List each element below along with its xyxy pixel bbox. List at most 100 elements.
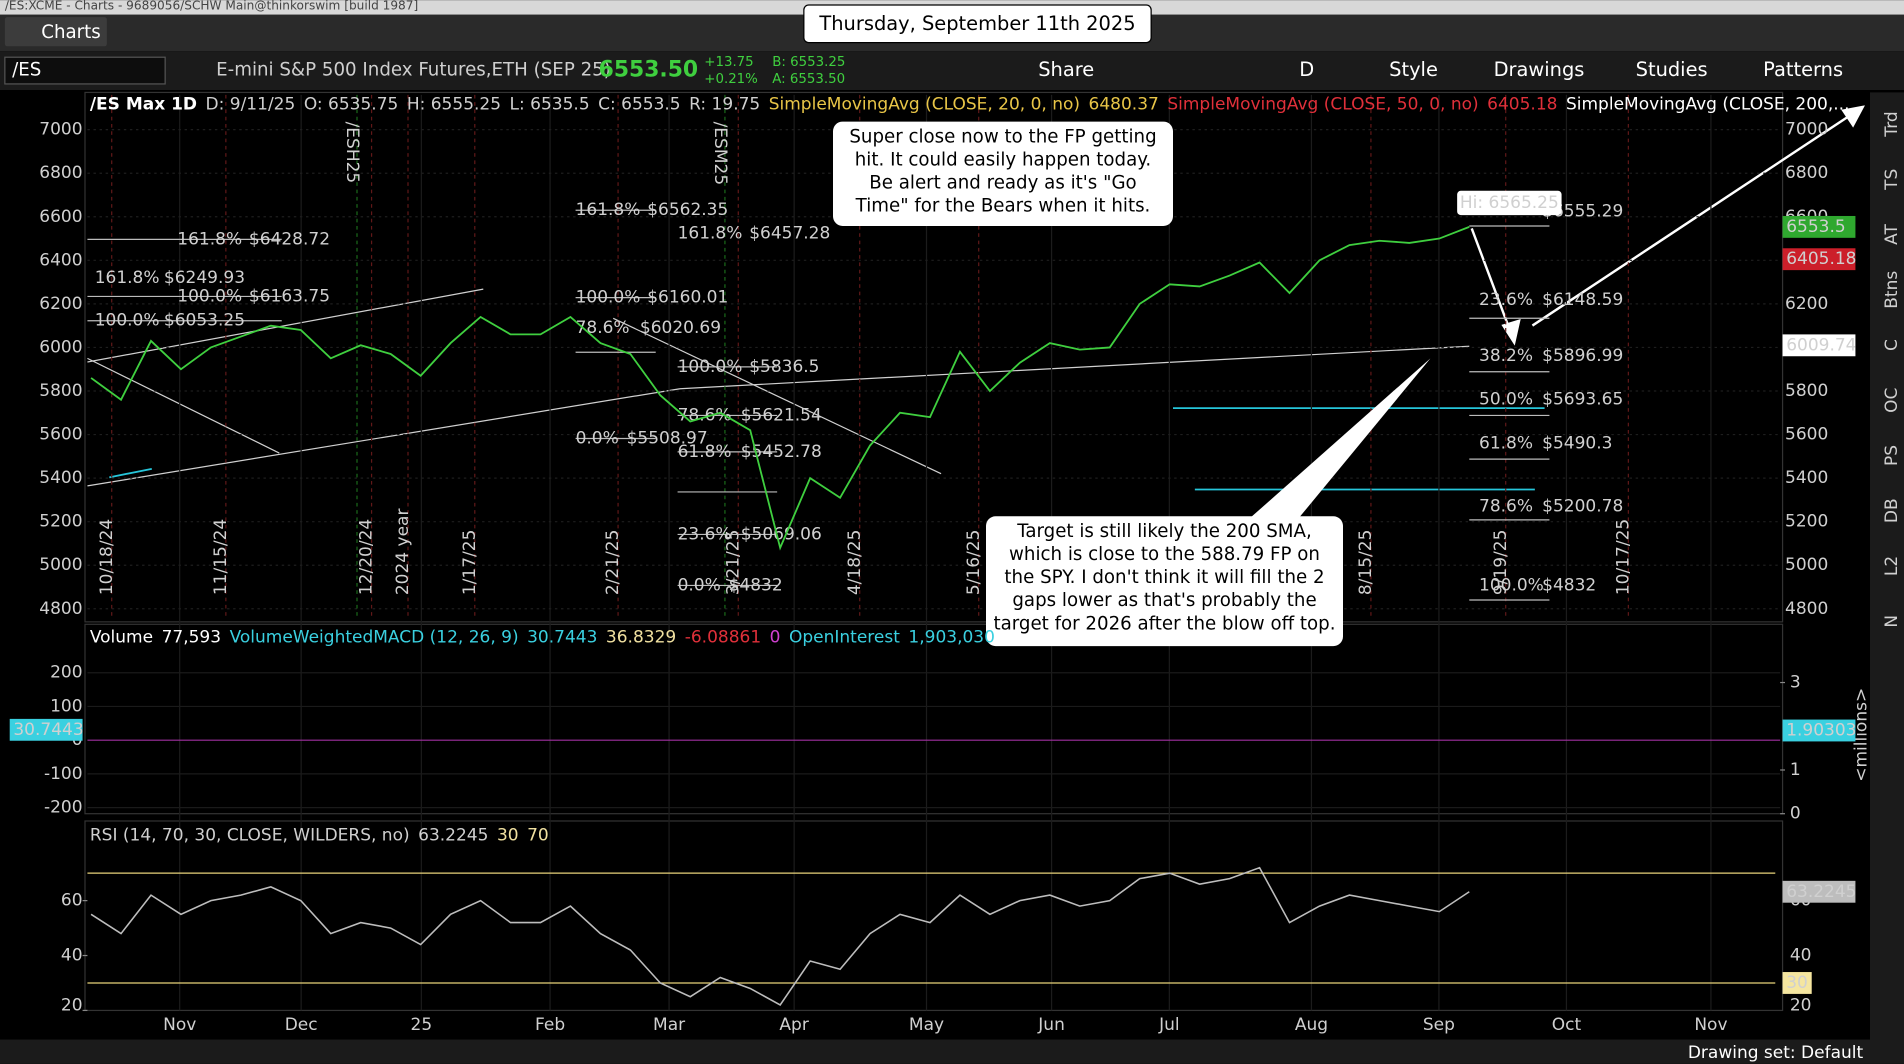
rsi-tick-label: 60 — [61, 891, 83, 911]
x-tick-label: Nov — [1694, 1015, 1727, 1035]
rsi-header-item: 30 — [497, 826, 519, 846]
fib-label: 50.0% — [1479, 390, 1533, 410]
gap-lines — [109, 407, 1545, 491]
fib-label: $6148.59 — [1542, 290, 1623, 310]
drawings-button[interactable]: Drawings — [1494, 58, 1585, 81]
fib-label: 100.0% — [576, 288, 641, 308]
date-marker: 4/18/25 — [845, 530, 865, 596]
fib-label: 61.8% — [678, 442, 732, 462]
macd-badge-label: 30.7443 — [13, 720, 83, 740]
y-tick-label-left: 6800 — [39, 163, 82, 183]
sidebar-tab[interactable]: C — [1882, 339, 1902, 351]
y-tick-label: 5200 — [1785, 512, 1828, 532]
fib-label: $5836.5 — [749, 357, 819, 377]
bid: B: 6553.25 — [772, 55, 845, 70]
window-title: /ES:XCME - Charts - 9689056/SCHW Main@th… — [5, 0, 418, 13]
macd-tick-label: 100 — [50, 696, 82, 716]
date-marker: 3/21/25 — [723, 530, 743, 596]
callout-line: Be alert and ready as it's "Go — [869, 173, 1136, 194]
callout-line: which is close to the 588.79 FP on — [1009, 544, 1320, 565]
y-tick-label: 5000 — [1785, 555, 1828, 575]
style-button[interactable]: Style — [1389, 58, 1438, 81]
sidebar-tab[interactable]: AT — [1882, 224, 1902, 245]
callout-line: Target is still likely the 200 SMA, — [1016, 521, 1312, 542]
sidebar-tab[interactable]: Trd — [1882, 111, 1902, 137]
fib-label: $6457.28 — [749, 223, 830, 243]
y-tick-label: 5800 — [1785, 381, 1828, 401]
callout-box — [986, 516, 1343, 647]
price-header-item: SimpleMovingAvg (CLOSE, 20, 0, no) — [769, 95, 1080, 115]
date-marker: 12/20/24 — [357, 519, 377, 595]
studies-button[interactable]: Studies — [1636, 58, 1708, 81]
callout: Target is still likely the 200 SMA,which… — [986, 358, 1431, 647]
price-badge-label: 6009.74 — [1786, 335, 1856, 355]
oi-tick-label: 3 — [1790, 673, 1801, 693]
date-banner-box — [803, 4, 1152, 44]
date-marker: 8/15/25 — [1356, 530, 1376, 596]
fib-label: 161.8% — [576, 200, 641, 220]
high-label-box — [1457, 190, 1562, 216]
fib-label: 100.0% — [177, 286, 242, 306]
fib-label: 100.0% — [678, 357, 743, 377]
sidebar-tab[interactable]: OC — [1882, 388, 1902, 413]
rsi-header-item: RSI (14, 70, 30, CLOSE, WILDERS, no) — [90, 826, 410, 846]
oi-badge-label: 1.90303 — [1786, 720, 1856, 740]
rsi-line — [90, 866, 1470, 1006]
rsi-panel — [84, 820, 1784, 1012]
callout-line: Super close now to the FP getting — [849, 126, 1156, 147]
volume-header: Volume 77,593 VolumeWeightedMACD (12, 26, … — [90, 628, 995, 648]
sidebar-tab[interactable]: L2 — [1882, 556, 1902, 576]
tab-label[interactable]: Charts — [41, 22, 101, 43]
rsi-badge-label: 63.2245 — [1786, 882, 1856, 902]
fib-label: $4832 — [729, 575, 783, 595]
macd-badge — [9, 718, 83, 741]
y-tick-label: 6200 — [1785, 294, 1828, 314]
ask: A: 6553.50 — [772, 72, 845, 87]
last-price: 6553.50 — [599, 58, 699, 83]
macd-tick-label: -200 — [44, 798, 83, 818]
fib-label: 161.8% — [678, 223, 743, 243]
sidebar-tab[interactable]: PS — [1882, 445, 1902, 466]
symbol[interactable]: /ES — [12, 60, 41, 81]
sidebar-tab[interactable]: TS — [1882, 169, 1902, 191]
sidebar-tab[interactable]: N — [1882, 615, 1902, 628]
rsi-header-item: 70 — [527, 826, 549, 846]
fib-label: $5621.54 — [741, 405, 822, 425]
callout-line: target for 2026 after the blow off top. — [993, 613, 1335, 634]
volume-header-item: 0 — [770, 628, 781, 648]
x-tick-label: Nov — [163, 1015, 196, 1035]
fib-label: 0.0% — [678, 575, 721, 595]
price-line — [90, 226, 1470, 551]
rsi-level-badge-label: 30 — [1786, 973, 1808, 993]
aggregation-button[interactable]: D — [1299, 58, 1314, 81]
callout-line: gaps lower as that's probably the — [1012, 590, 1316, 611]
symbol-box[interactable] — [4, 56, 166, 85]
drawing-set[interactable]: Drawing set: Default — [1688, 1043, 1864, 1063]
date-marker: 9/19/25 — [1491, 530, 1511, 596]
fib-label: $5200.78 — [1542, 497, 1623, 517]
y-tick-label-left: 5000 — [39, 555, 82, 575]
x-tick-label: Aug — [1295, 1015, 1328, 1035]
date-banner: Thursday, September 11th 2025 — [818, 12, 1135, 35]
share-button[interactable]: Share — [1038, 58, 1094, 81]
price-header-item: 6480.37 — [1089, 95, 1159, 115]
fib-label: 100.0% — [1479, 575, 1544, 595]
tab[interactable] — [4, 17, 107, 47]
rsi-tick-label-right: 20 — [1790, 996, 1812, 1016]
fib-label: 23.6% — [678, 524, 732, 544]
callout-tail — [1250, 358, 1431, 518]
y-tick-label: 5400 — [1785, 468, 1828, 488]
sidebar-tab[interactable]: DB — [1882, 498, 1902, 523]
sidebar-tab[interactable]: Btns — [1882, 271, 1902, 309]
fib-label: $5693.65 — [1542, 390, 1623, 410]
rsi-tick-label: 20 — [61, 996, 83, 1016]
rsi-header-item: 63.2245 — [418, 826, 488, 846]
x-tick-label: Mar — [653, 1015, 685, 1035]
x-tick-label: Feb — [535, 1015, 565, 1035]
volume-header-item: 36.8329 — [606, 628, 676, 648]
price-header-item: L: 6535.5 — [510, 95, 590, 115]
fib-label: $6562.35 — [647, 200, 728, 220]
patterns-button[interactable]: Patterns — [1763, 58, 1843, 81]
